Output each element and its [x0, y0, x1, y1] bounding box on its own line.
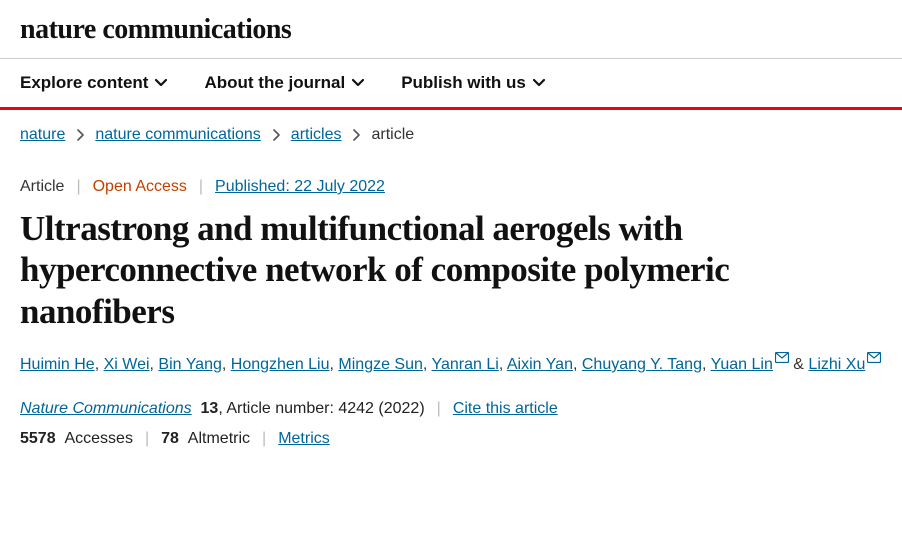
journal-link[interactable]: Nature Communications — [20, 400, 192, 417]
chevron-down-icon — [532, 76, 546, 90]
primary-nav: Explore content About the journal Publis… — [0, 58, 902, 110]
nav-about-label: About the journal — [204, 73, 345, 93]
author-link[interactable]: Aixin Yan — [507, 356, 573, 373]
citation-text: Nature Communications 13, Article number… — [20, 400, 425, 418]
author-link[interactable]: Xi Wei — [104, 356, 150, 373]
article-meta: Article | Open Access | Published: 22 Ju… — [0, 160, 902, 202]
article-number: , Article number: 4242 (2022) — [218, 400, 424, 417]
nav-publish-with-us[interactable]: Publish with us — [401, 73, 546, 93]
altmetric-label: Altmetric — [188, 430, 250, 447]
accesses-count: 5578 — [20, 430, 56, 447]
mail-icon — [867, 352, 881, 363]
nav-about-journal[interactable]: About the journal — [204, 73, 365, 93]
nav-explore-label: Explore content — [20, 73, 148, 93]
breadcrumb-item[interactable]: articles — [291, 126, 342, 144]
author-link[interactable]: Yuan Lin — [711, 356, 773, 373]
separator: | — [76, 178, 80, 196]
chevron-right-icon — [271, 129, 281, 141]
author-link[interactable]: Mingze Sun — [338, 356, 423, 373]
author-link[interactable]: Huimin He — [20, 356, 95, 373]
breadcrumb: nature nature communications articles ar… — [0, 110, 902, 160]
volume-number: 13 — [201, 400, 219, 417]
author-list: Huimin He, Xi Wei, Bin Yang, Hongzhen Li… — [0, 336, 902, 384]
metrics-link[interactable]: Metrics — [278, 430, 330, 448]
chevron-down-icon — [351, 76, 365, 90]
breadcrumb-item-current: article — [371, 126, 414, 144]
author-link[interactable]: Yanran Li — [432, 356, 499, 373]
brand-logo[interactable]: nature communications — [20, 14, 882, 46]
chevron-right-icon — [351, 129, 361, 141]
altmetric-metric: 78 Altmetric — [161, 430, 250, 448]
accesses-label: Accesses — [64, 430, 132, 447]
article-type: Article — [20, 178, 64, 196]
author-link[interactable]: Hongzhen Liu — [231, 356, 330, 373]
published-date[interactable]: Published: 22 July 2022 — [215, 178, 385, 196]
open-access-badge: Open Access — [93, 178, 187, 196]
mail-icon — [775, 352, 789, 363]
separator: | — [437, 400, 441, 418]
separator: | — [199, 178, 203, 196]
accesses-metric: 5578 Accesses — [20, 430, 133, 448]
nav-explore-content[interactable]: Explore content — [20, 73, 168, 93]
site-header: nature communications — [0, 0, 902, 58]
metrics-row: 5578 Accesses | 78 Altmetric | Metrics — [0, 424, 902, 464]
chevron-down-icon — [154, 76, 168, 90]
author-link[interactable]: Bin Yang — [158, 356, 221, 373]
separator: | — [145, 430, 149, 448]
chevron-right-icon — [75, 129, 85, 141]
author-link[interactable]: Chuyang Y. Tang — [582, 356, 702, 373]
nav-publish-label: Publish with us — [401, 73, 526, 93]
cite-article-link[interactable]: Cite this article — [453, 400, 558, 418]
article-title: Ultrastrong and multifunctional aerogels… — [0, 202, 902, 336]
author-link[interactable]: Lizhi Xu — [808, 356, 865, 373]
altmetric-count: 78 — [161, 430, 179, 447]
breadcrumb-item[interactable]: nature — [20, 126, 65, 144]
breadcrumb-item[interactable]: nature communications — [95, 126, 260, 144]
separator: | — [262, 430, 266, 448]
citation-row: Nature Communications 13, Article number… — [0, 384, 902, 424]
